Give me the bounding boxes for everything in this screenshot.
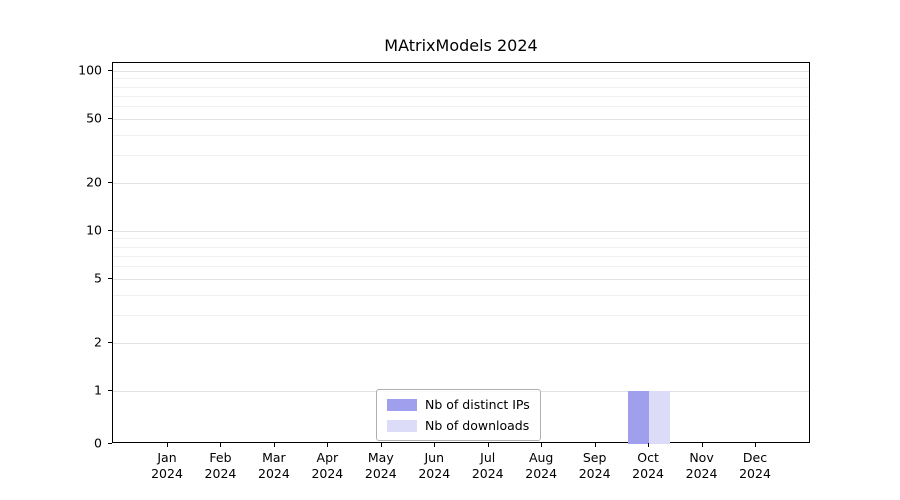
- y-tick-label: 2: [94, 334, 102, 350]
- x-tick-mark: [327, 443, 329, 447]
- major-gridline: [113, 231, 809, 232]
- x-tick-label: Jul 2024: [471, 450, 504, 481]
- y-tick-mark: [108, 70, 112, 71]
- minor-gridline: [113, 134, 809, 136]
- y-tick-mark: [108, 443, 112, 444]
- legend-item-distinct-ips: Nb of distinct IPs: [387, 397, 530, 412]
- minor-gridline: [113, 95, 809, 97]
- y-tick-label: 10: [86, 222, 102, 238]
- x-tick-label: Aug 2024: [525, 450, 558, 481]
- minor-gridline: [113, 86, 809, 88]
- y-tick-label: 50: [86, 110, 102, 126]
- major-gridline: [113, 279, 809, 281]
- x-tick-mark: [273, 443, 275, 447]
- minor-gridline: [113, 106, 809, 108]
- x-tick-label: Nov 2024: [685, 450, 718, 481]
- x-tick-mark: [487, 443, 489, 447]
- x-tick-label: Jan 2024: [151, 450, 183, 481]
- x-tick-label: Feb 2024: [204, 450, 237, 481]
- major-gridline: [113, 182, 809, 184]
- y-tick-label: 5: [94, 270, 102, 286]
- minor-gridline: [113, 154, 809, 156]
- x-tick-label: Oct 2024: [632, 450, 664, 481]
- y-tick-label: 20: [86, 174, 102, 190]
- legend: Nb of distinct IPs Nb of downloads: [376, 389, 541, 441]
- minor-gridline: [113, 78, 809, 80]
- minor-gridline: [113, 238, 809, 240]
- plot-area: Nb of distinct IPs Nb of downloads: [112, 62, 810, 444]
- x-tick-label: Sep 2024: [578, 450, 611, 481]
- legend-swatch-downloads-icon: [387, 419, 417, 432]
- minor-gridline: [113, 246, 809, 248]
- legend-swatch-distinct-ips-icon: [387, 398, 417, 411]
- legend-label-distinct-ips: Nb of distinct IPs: [425, 397, 530, 412]
- x-tick-label: Jun 2024: [418, 450, 451, 481]
- x-tick-label: May 2024: [364, 450, 397, 481]
- x-tick-mark: [541, 443, 543, 447]
- major-gridline: [113, 342, 809, 344]
- x-tick-mark: [701, 443, 703, 447]
- y-tick-label: 0: [94, 435, 102, 451]
- y-tick-mark: [108, 390, 112, 391]
- y-tick-label: 1: [94, 382, 102, 398]
- x-tick-label: Dec 2024: [739, 450, 771, 481]
- x-tick-mark: [167, 443, 168, 447]
- x-tick-label: Mar 2024: [258, 450, 290, 481]
- y-tick-mark: [108, 341, 112, 343]
- chart-title: MAtrixModels 2024: [384, 36, 538, 55]
- y-tick-label: 100: [78, 62, 102, 78]
- x-tick-mark: [434, 443, 436, 447]
- y-tick-mark: [108, 278, 112, 280]
- legend-label-downloads: Nb of downloads: [425, 418, 530, 433]
- x-tick-mark: [594, 443, 596, 447]
- major-gridline: [113, 119, 809, 121]
- y-tick-mark: [108, 230, 112, 231]
- x-tick-mark: [648, 443, 650, 447]
- x-tick-label: Apr 2024: [311, 450, 344, 481]
- legend-item-downloads: Nb of downloads: [387, 418, 530, 433]
- x-tick-mark: [755, 443, 756, 447]
- y-tick-mark: [108, 181, 112, 183]
- minor-gridline: [113, 314, 809, 316]
- y-tick-mark: [108, 118, 112, 120]
- major-gridline: [113, 71, 809, 72]
- x-tick-mark: [220, 443, 222, 447]
- minor-gridline: [113, 294, 809, 296]
- bar-downloads: [649, 391, 671, 444]
- bar-distinct-ips: [628, 391, 650, 444]
- minor-gridline: [113, 266, 809, 268]
- x-tick-mark: [380, 443, 382, 447]
- minor-gridline: [113, 255, 809, 257]
